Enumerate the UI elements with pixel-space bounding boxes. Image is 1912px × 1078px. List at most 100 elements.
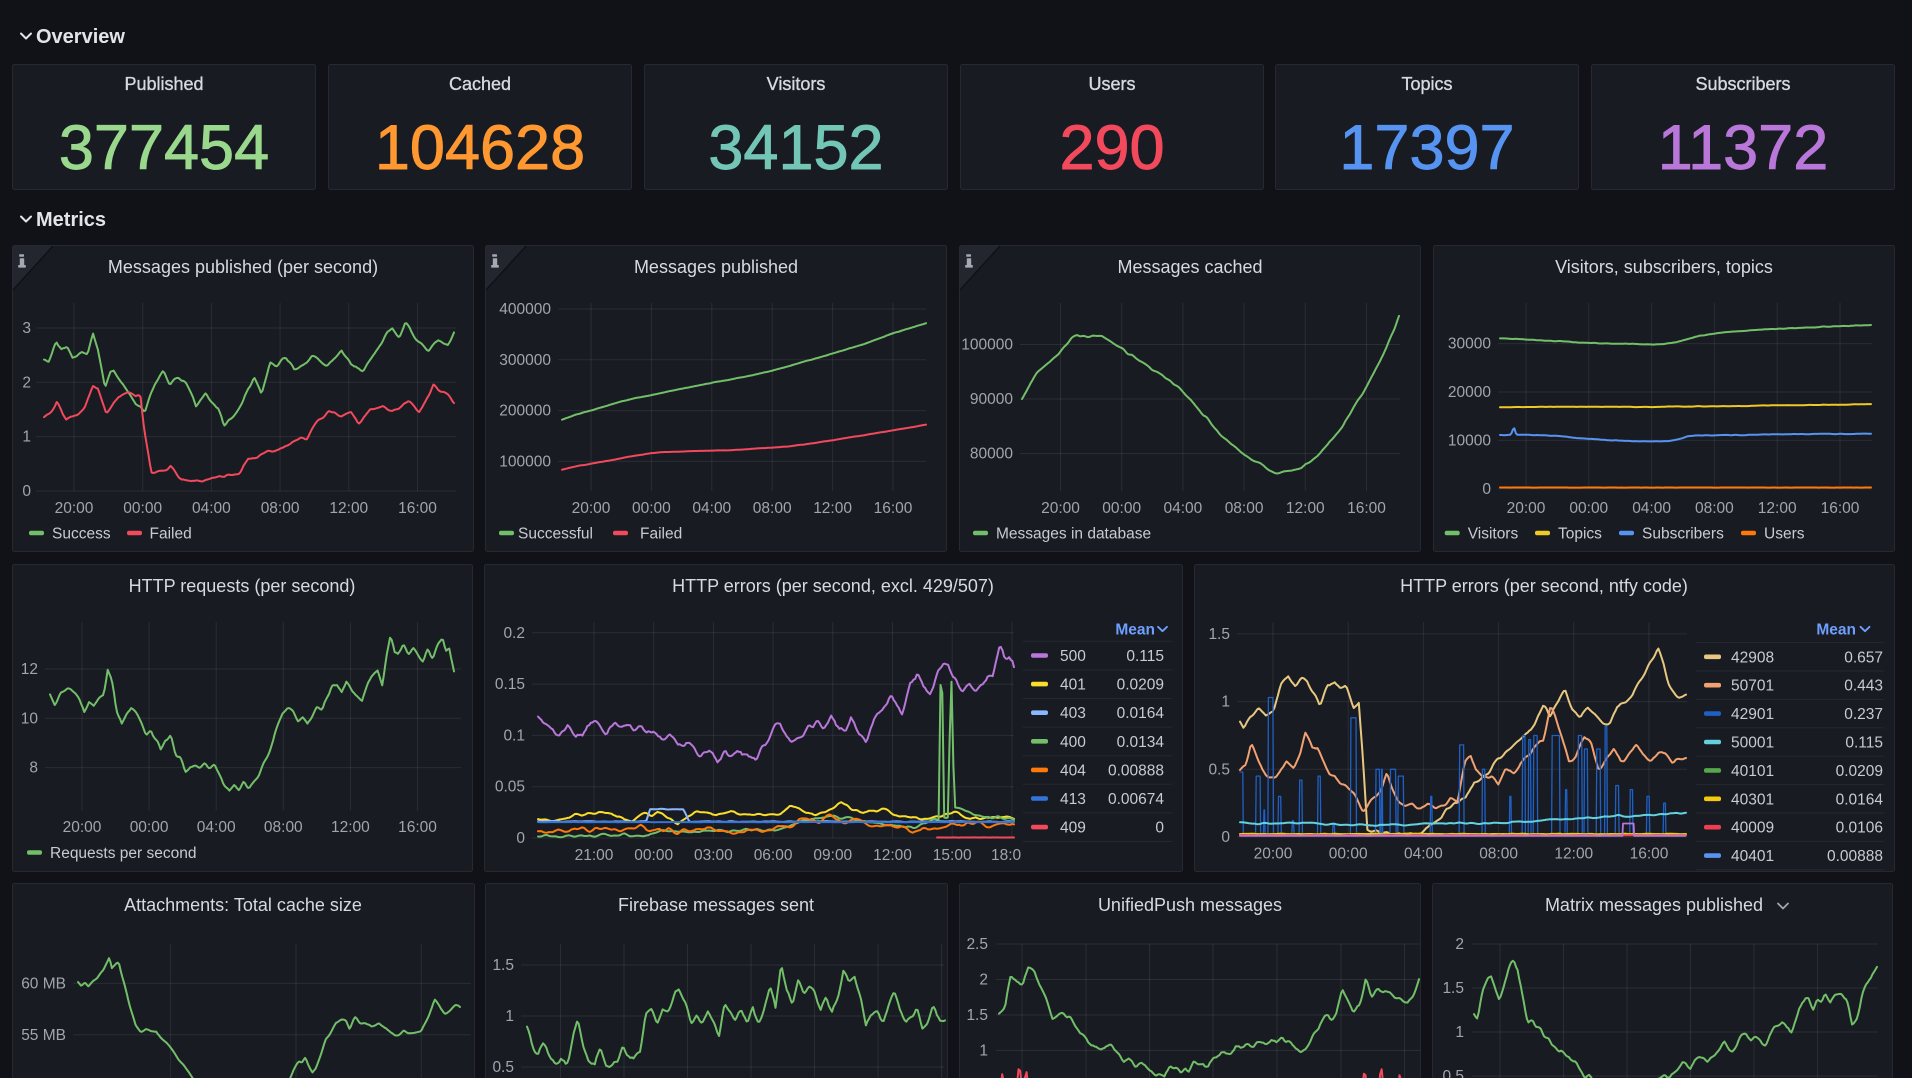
- svg-text:50001: 50001: [1731, 735, 1774, 752]
- svg-text:1.5: 1.5: [1442, 980, 1464, 997]
- svg-text:16:00: 16:00: [398, 819, 437, 836]
- svg-text:0.5: 0.5: [492, 1059, 514, 1076]
- svg-text:0.2: 0.2: [503, 625, 525, 642]
- svg-text:20:00: 20:00: [63, 819, 102, 836]
- svg-text:20:00: 20:00: [572, 500, 611, 517]
- svg-text:HTTP errors (per second, excl.: HTTP errors (per second, excl. 429/507): [672, 576, 994, 596]
- svg-text:1: 1: [505, 1008, 514, 1025]
- svg-text:16:00: 16:00: [398, 500, 437, 517]
- svg-text:20000: 20000: [1448, 384, 1491, 401]
- svg-text:104628: 104628: [375, 113, 585, 183]
- svg-text:401: 401: [1060, 677, 1086, 694]
- svg-text:08:00: 08:00: [264, 819, 303, 836]
- svg-text:Success: Success: [52, 526, 111, 543]
- svg-text:08:00: 08:00: [1225, 500, 1264, 517]
- svg-text:404: 404: [1060, 762, 1086, 779]
- svg-text:2: 2: [979, 972, 988, 989]
- svg-text:60 MB: 60 MB: [21, 975, 66, 992]
- svg-text:00:00: 00:00: [123, 500, 162, 517]
- svg-text:1: 1: [1221, 694, 1230, 711]
- svg-text:16:00: 16:00: [874, 500, 913, 517]
- svg-text:Topics: Topics: [1401, 74, 1452, 94]
- svg-text:0.115: 0.115: [1126, 648, 1164, 665]
- svg-text:300000: 300000: [499, 352, 551, 369]
- svg-text:409: 409: [1060, 820, 1086, 837]
- svg-text:Metrics: Metrics: [36, 209, 106, 231]
- svg-text:20:00: 20:00: [1041, 500, 1080, 517]
- svg-text:12: 12: [21, 661, 38, 678]
- svg-text:Subscribers: Subscribers: [1695, 74, 1790, 94]
- svg-text:Topics: Topics: [1558, 526, 1602, 543]
- svg-text:1.5: 1.5: [1208, 626, 1230, 643]
- svg-text:Overview: Overview: [36, 26, 125, 48]
- svg-text:34152: 34152: [708, 113, 883, 183]
- svg-text:Messages published (per second: Messages published (per second): [108, 257, 378, 277]
- svg-text:Published: Published: [124, 74, 203, 94]
- svg-text:0.00888: 0.00888: [1108, 762, 1164, 779]
- svg-text:0.05: 0.05: [495, 779, 525, 796]
- svg-text:04:00: 04:00: [1164, 500, 1203, 517]
- svg-text:10: 10: [21, 710, 39, 727]
- svg-text:16:00: 16:00: [1347, 500, 1386, 517]
- svg-text:06:00: 06:00: [754, 847, 793, 864]
- svg-text:HTTP errors (per second, ntfy: HTTP errors (per second, ntfy code): [1400, 576, 1688, 596]
- svg-text:2: 2: [1455, 936, 1464, 953]
- svg-text:12:00: 12:00: [873, 847, 912, 864]
- svg-text:UnifiedPush messages: UnifiedPush messages: [1098, 895, 1282, 915]
- svg-text:0.15: 0.15: [495, 676, 525, 693]
- svg-text:12:00: 12:00: [329, 500, 368, 517]
- svg-text:Attachments: Total cache size: Attachments: Total cache size: [124, 895, 362, 915]
- svg-text:1: 1: [979, 1043, 988, 1060]
- svg-text:12:00: 12:00: [1554, 846, 1593, 863]
- svg-text:04:00: 04:00: [197, 819, 236, 836]
- svg-text:1: 1: [22, 429, 31, 446]
- svg-text:20:00: 20:00: [1507, 500, 1546, 517]
- svg-text:100000: 100000: [499, 453, 551, 470]
- svg-text:0: 0: [1221, 829, 1230, 846]
- svg-text:03:00: 03:00: [694, 847, 733, 864]
- svg-text:HTTP requests (per second): HTTP requests (per second): [129, 576, 356, 596]
- svg-text:290: 290: [1059, 113, 1164, 183]
- svg-text:42901: 42901: [1731, 706, 1774, 723]
- svg-text:0.0106: 0.0106: [1836, 820, 1883, 837]
- svg-text:15:00: 15:00: [933, 847, 972, 864]
- svg-text:12:00: 12:00: [331, 819, 370, 836]
- svg-text:40401: 40401: [1731, 848, 1774, 865]
- svg-text:Mean: Mean: [1816, 622, 1856, 639]
- svg-text:04:00: 04:00: [192, 500, 231, 517]
- svg-text:400: 400: [1060, 734, 1086, 751]
- svg-text:0: 0: [1155, 820, 1164, 837]
- svg-text:50701: 50701: [1731, 678, 1774, 695]
- svg-text:3: 3: [22, 320, 31, 337]
- svg-text:12:00: 12:00: [813, 500, 852, 517]
- svg-text:Successful: Successful: [518, 526, 593, 543]
- svg-text:0.0164: 0.0164: [1117, 705, 1165, 722]
- svg-text:12:00: 12:00: [1286, 500, 1325, 517]
- svg-text:0.657: 0.657: [1844, 649, 1883, 666]
- svg-text:04:00: 04:00: [692, 500, 731, 517]
- svg-text:Cached: Cached: [449, 74, 511, 94]
- svg-text:08:00: 08:00: [753, 500, 792, 517]
- svg-text:40009: 40009: [1731, 820, 1774, 837]
- svg-text:00:00: 00:00: [634, 847, 673, 864]
- svg-text:08:00: 08:00: [1695, 500, 1734, 517]
- svg-text:Messages in database: Messages in database: [996, 526, 1151, 543]
- svg-text:17397: 17397: [1339, 113, 1514, 183]
- svg-text:1.5: 1.5: [492, 957, 514, 974]
- svg-text:08:00: 08:00: [261, 500, 300, 517]
- svg-text:100000: 100000: [961, 337, 1013, 354]
- svg-text:0.0209: 0.0209: [1836, 763, 1883, 780]
- svg-text:0.0134: 0.0134: [1117, 734, 1165, 751]
- svg-text:21:00: 21:00: [575, 847, 614, 864]
- svg-text:Requests per second: Requests per second: [50, 845, 196, 862]
- svg-text:0.237: 0.237: [1844, 706, 1883, 723]
- svg-text:403: 403: [1060, 705, 1086, 722]
- svg-text:0.5: 0.5: [1442, 1068, 1464, 1078]
- svg-text:Failed: Failed: [150, 526, 192, 543]
- svg-text:1.5: 1.5: [966, 1007, 988, 1024]
- svg-text:00:00: 00:00: [1329, 846, 1368, 863]
- svg-text:Messages cached: Messages cached: [1117, 257, 1262, 277]
- svg-text:0: 0: [1482, 481, 1491, 498]
- svg-text:Users: Users: [1764, 526, 1805, 543]
- svg-text:Messages published: Messages published: [634, 257, 798, 277]
